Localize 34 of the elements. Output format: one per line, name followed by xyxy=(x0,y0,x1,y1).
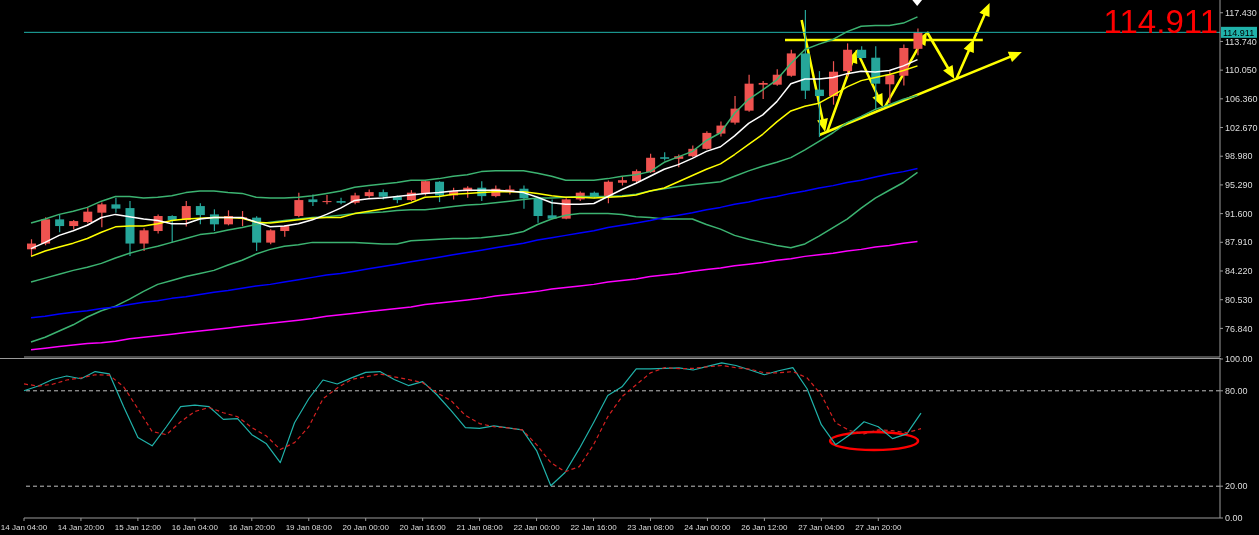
x-tick-label: 22 Jan 00:00 xyxy=(513,523,561,532)
y-tick-label: 113.740 xyxy=(1225,36,1257,47)
y-tick-label: 117.430 xyxy=(1225,7,1257,18)
text: 114.911 xyxy=(1103,3,1218,40)
y-tick-label: 98.980 xyxy=(1225,151,1253,162)
x-tick-label: 23 Jan 08:00 xyxy=(627,523,675,532)
x-tick-label: 24 Jan 00:00 xyxy=(684,523,732,532)
y-tick-label: 76.840 xyxy=(1225,323,1253,334)
y-tick-label: 102.670 xyxy=(1225,122,1258,133)
y-tick-label: 80.00 xyxy=(1225,385,1248,396)
y-tick-label: 84.220 xyxy=(1225,266,1253,277)
y-tick-label: 110.050 xyxy=(1225,65,1257,76)
y-tick-label: 106.360 xyxy=(1225,94,1258,105)
y-tick-label: 100.00 xyxy=(1225,354,1253,365)
x-tick-label: 22 Jan 16:00 xyxy=(570,523,618,532)
x-tick-label: 15 Jan 12:00 xyxy=(114,523,162,532)
x-tick-label: 21 Jan 08:00 xyxy=(456,523,504,532)
x-tick-label: 20 Jan 16:00 xyxy=(399,523,447,532)
y-tick-label: 91.600 xyxy=(1225,208,1253,219)
x-tick-label: 20 Jan 00:00 xyxy=(342,523,390,532)
x-tick-label: 27 Jan 04:00 xyxy=(798,523,846,532)
y-tick-label: 95.290 xyxy=(1225,180,1253,191)
x-tick-label: 16 Jan 20:00 xyxy=(228,523,276,532)
x-tick-label: 26 Jan 12:00 xyxy=(741,523,789,532)
x-tick-label: 19 Jan 08:00 xyxy=(285,523,333,532)
x-tick-label: 27 Jan 20:00 xyxy=(855,523,902,532)
y-tick-label: 80.530 xyxy=(1225,294,1253,305)
y-tick-label: 0.00 xyxy=(1225,513,1243,524)
x-tick-label: 16 Jan 04:00 xyxy=(171,523,219,532)
y-tick-label: 20.00 xyxy=(1225,481,1248,492)
x-tick-label: 14 Jan 04:00 xyxy=(0,523,48,532)
ref-line-label: 114.911 xyxy=(1223,27,1255,38)
y-tick-label: 87.910 xyxy=(1225,237,1253,248)
x-tick-label: 14 Jan 20:00 xyxy=(57,523,105,532)
